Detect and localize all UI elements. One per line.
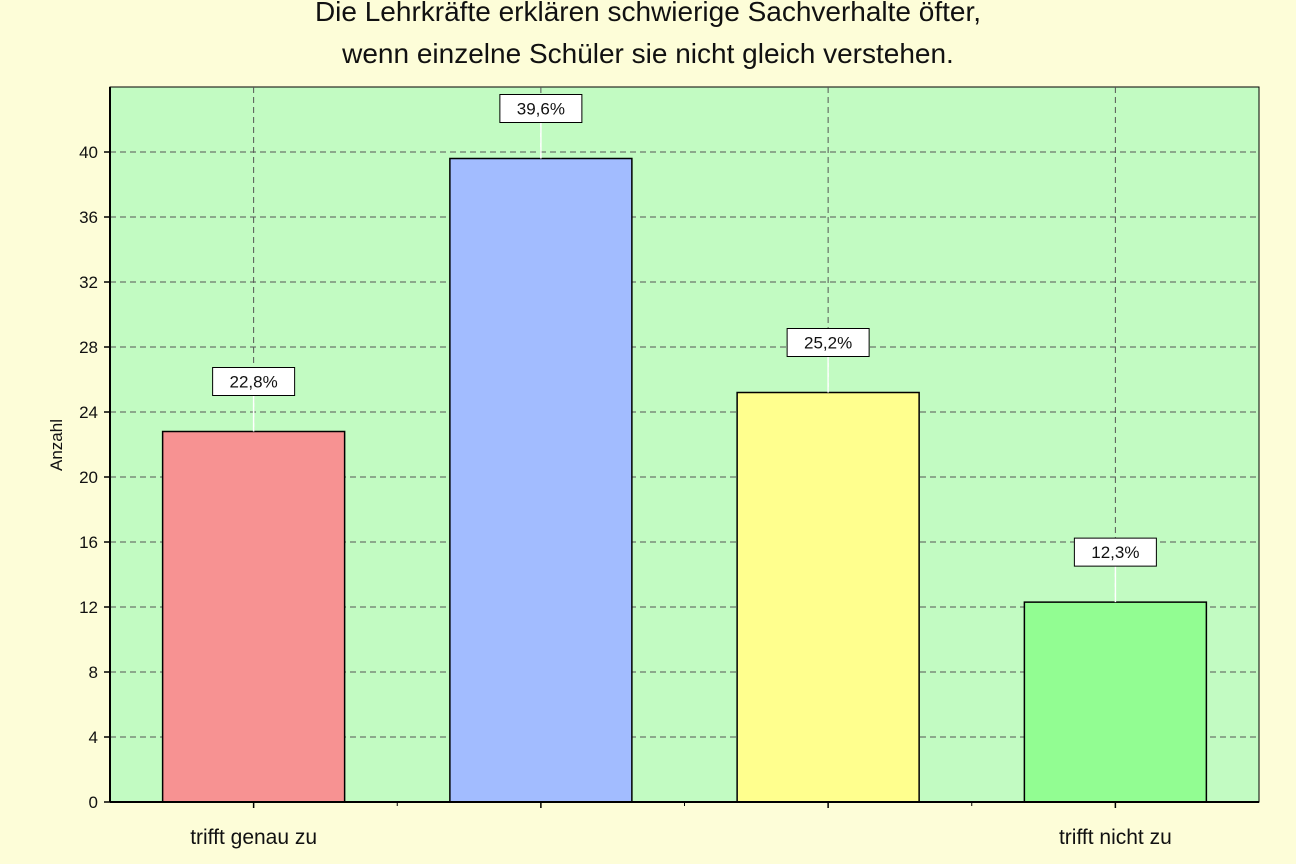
data-label: 39,6% xyxy=(517,100,565,119)
y-tick-label: 28 xyxy=(79,338,98,357)
y-tick-label: 24 xyxy=(79,403,98,422)
y-tick-label: 4 xyxy=(89,728,98,747)
chart-title: Die Lehrkräfte erklären schwierige Sachv… xyxy=(315,0,981,69)
y-tick-label: 20 xyxy=(79,468,98,487)
y-tick-label: 8 xyxy=(89,663,98,682)
y-tick-label: 16 xyxy=(79,533,98,552)
bar xyxy=(1023,601,1208,803)
y-tick-label: 32 xyxy=(79,273,98,292)
y-tick-label: 36 xyxy=(79,208,98,227)
data-labels: 22,8% 39,6% 25,2% 12,3% xyxy=(212,94,1157,603)
chart-title-line-2: wenn einzelne Schüler sie nicht gleich v… xyxy=(341,38,954,69)
bar xyxy=(736,391,920,803)
data-label-box xyxy=(1073,537,1157,567)
bar xyxy=(449,157,633,803)
y-tick-label: 40 xyxy=(79,143,98,162)
y-axis-title: Anzahl xyxy=(47,419,66,471)
data-label: 12,3% xyxy=(1091,543,1139,562)
axes: 0 4 8 12 16 20 24 28 32 36 40 trifft genau zu trifft… xyxy=(79,87,1259,849)
bars xyxy=(161,157,1208,803)
bar xyxy=(161,430,346,803)
data-label-box xyxy=(499,94,583,123)
data-label-box xyxy=(786,328,870,357)
data-label-box xyxy=(212,367,296,396)
x-category-label: trifft nicht zu xyxy=(1059,826,1172,849)
data-label: 25,2% xyxy=(804,334,852,353)
data-label: 22,8% xyxy=(230,373,278,392)
x-category-label: trifft genau zu xyxy=(190,826,317,849)
chart-title-line-1: Die Lehrkräfte erklären schwierige Sachv… xyxy=(315,0,981,27)
y-tick-label: 12 xyxy=(79,598,98,617)
y-tick-label: 0 xyxy=(89,793,98,812)
